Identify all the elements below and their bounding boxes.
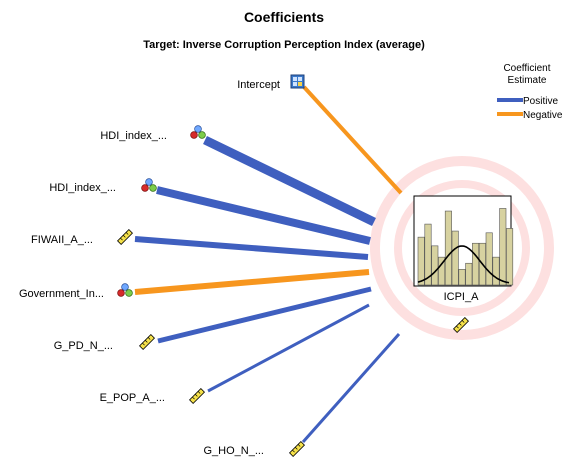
predictor-node[interactable]: E_POP_A_... xyxy=(100,388,205,404)
connector-line xyxy=(134,236,369,260)
predictor-label: Intercept xyxy=(237,79,280,91)
predictor-node[interactable]: G_PD_N_... xyxy=(54,334,155,352)
histogram-bar xyxy=(431,245,439,286)
histogram-bar xyxy=(458,269,466,286)
nominal-set-icon xyxy=(117,283,133,297)
histogram-bar xyxy=(417,236,425,286)
predictor-list: Intercept HDI_index_... HDI_index_... FIWAI… xyxy=(19,74,305,457)
histogram-bar xyxy=(485,232,493,286)
nominal-set-icon xyxy=(141,178,157,192)
intercept-grid-icon xyxy=(290,74,305,89)
target-normal-curve xyxy=(417,245,510,284)
predictor-node[interactable]: FIWAII_A_... xyxy=(31,229,133,246)
predictor-node[interactable]: HDI_index_... xyxy=(49,178,157,194)
histogram-bar xyxy=(506,228,514,286)
predictor-label: HDI_index_... xyxy=(49,182,116,194)
connector-line xyxy=(302,85,403,195)
predictor-label: E_POP_A_... xyxy=(100,392,165,404)
predictor-node[interactable]: Intercept xyxy=(237,74,305,91)
target-label: ICPI_A xyxy=(444,291,480,303)
predictor-label: FIWAII_A_... xyxy=(31,234,93,246)
diagram-subtitle: Target: Inverse Corruption Perception In… xyxy=(143,39,425,51)
ruler-icon xyxy=(289,441,305,457)
histogram-bar xyxy=(492,256,500,286)
ruler-icon xyxy=(189,388,205,404)
predictor-node[interactable]: G_HO_N_... xyxy=(203,441,305,457)
legend-title-line1: Coefficient xyxy=(503,63,550,74)
connector-line xyxy=(134,269,370,295)
histogram-bar xyxy=(451,230,459,286)
connector-line xyxy=(157,286,372,344)
predictor-label: G_HO_N_... xyxy=(203,445,264,457)
predictor-label: Government_In... xyxy=(19,288,104,300)
predictor-node[interactable]: Government_In... xyxy=(19,283,133,300)
nominal-set-icon xyxy=(190,125,206,139)
predictor-label: HDI_index_... xyxy=(100,130,167,142)
connector-lines xyxy=(134,85,403,443)
histogram-bar xyxy=(465,262,473,286)
predictor-node[interactable]: HDI_index_... xyxy=(100,125,206,142)
connector-line xyxy=(301,333,401,443)
legend-negative-label: Negative xyxy=(523,110,563,121)
ruler-icon xyxy=(117,229,133,245)
continuous-measure-icon xyxy=(453,317,469,333)
legend: Coefficient Estimate Positive Negative xyxy=(497,63,563,121)
target-rings xyxy=(370,156,554,340)
histogram-bar xyxy=(472,242,480,286)
histogram-bar xyxy=(444,210,452,286)
predictor-label: G_PD_N_... xyxy=(54,340,113,352)
connector-line xyxy=(156,186,371,245)
connector-line xyxy=(203,135,376,227)
legend-title-line2: Estimate xyxy=(508,75,547,86)
histogram-bar xyxy=(438,256,446,286)
histogram-bar xyxy=(499,208,507,286)
diagram-title: Coefficients xyxy=(244,9,324,25)
ruler-icon xyxy=(139,334,155,350)
legend-positive-label: Positive xyxy=(523,96,558,107)
histogram-bar xyxy=(424,223,432,286)
connector-line xyxy=(207,303,370,393)
target-node[interactable]: ICPI_A xyxy=(413,195,514,333)
